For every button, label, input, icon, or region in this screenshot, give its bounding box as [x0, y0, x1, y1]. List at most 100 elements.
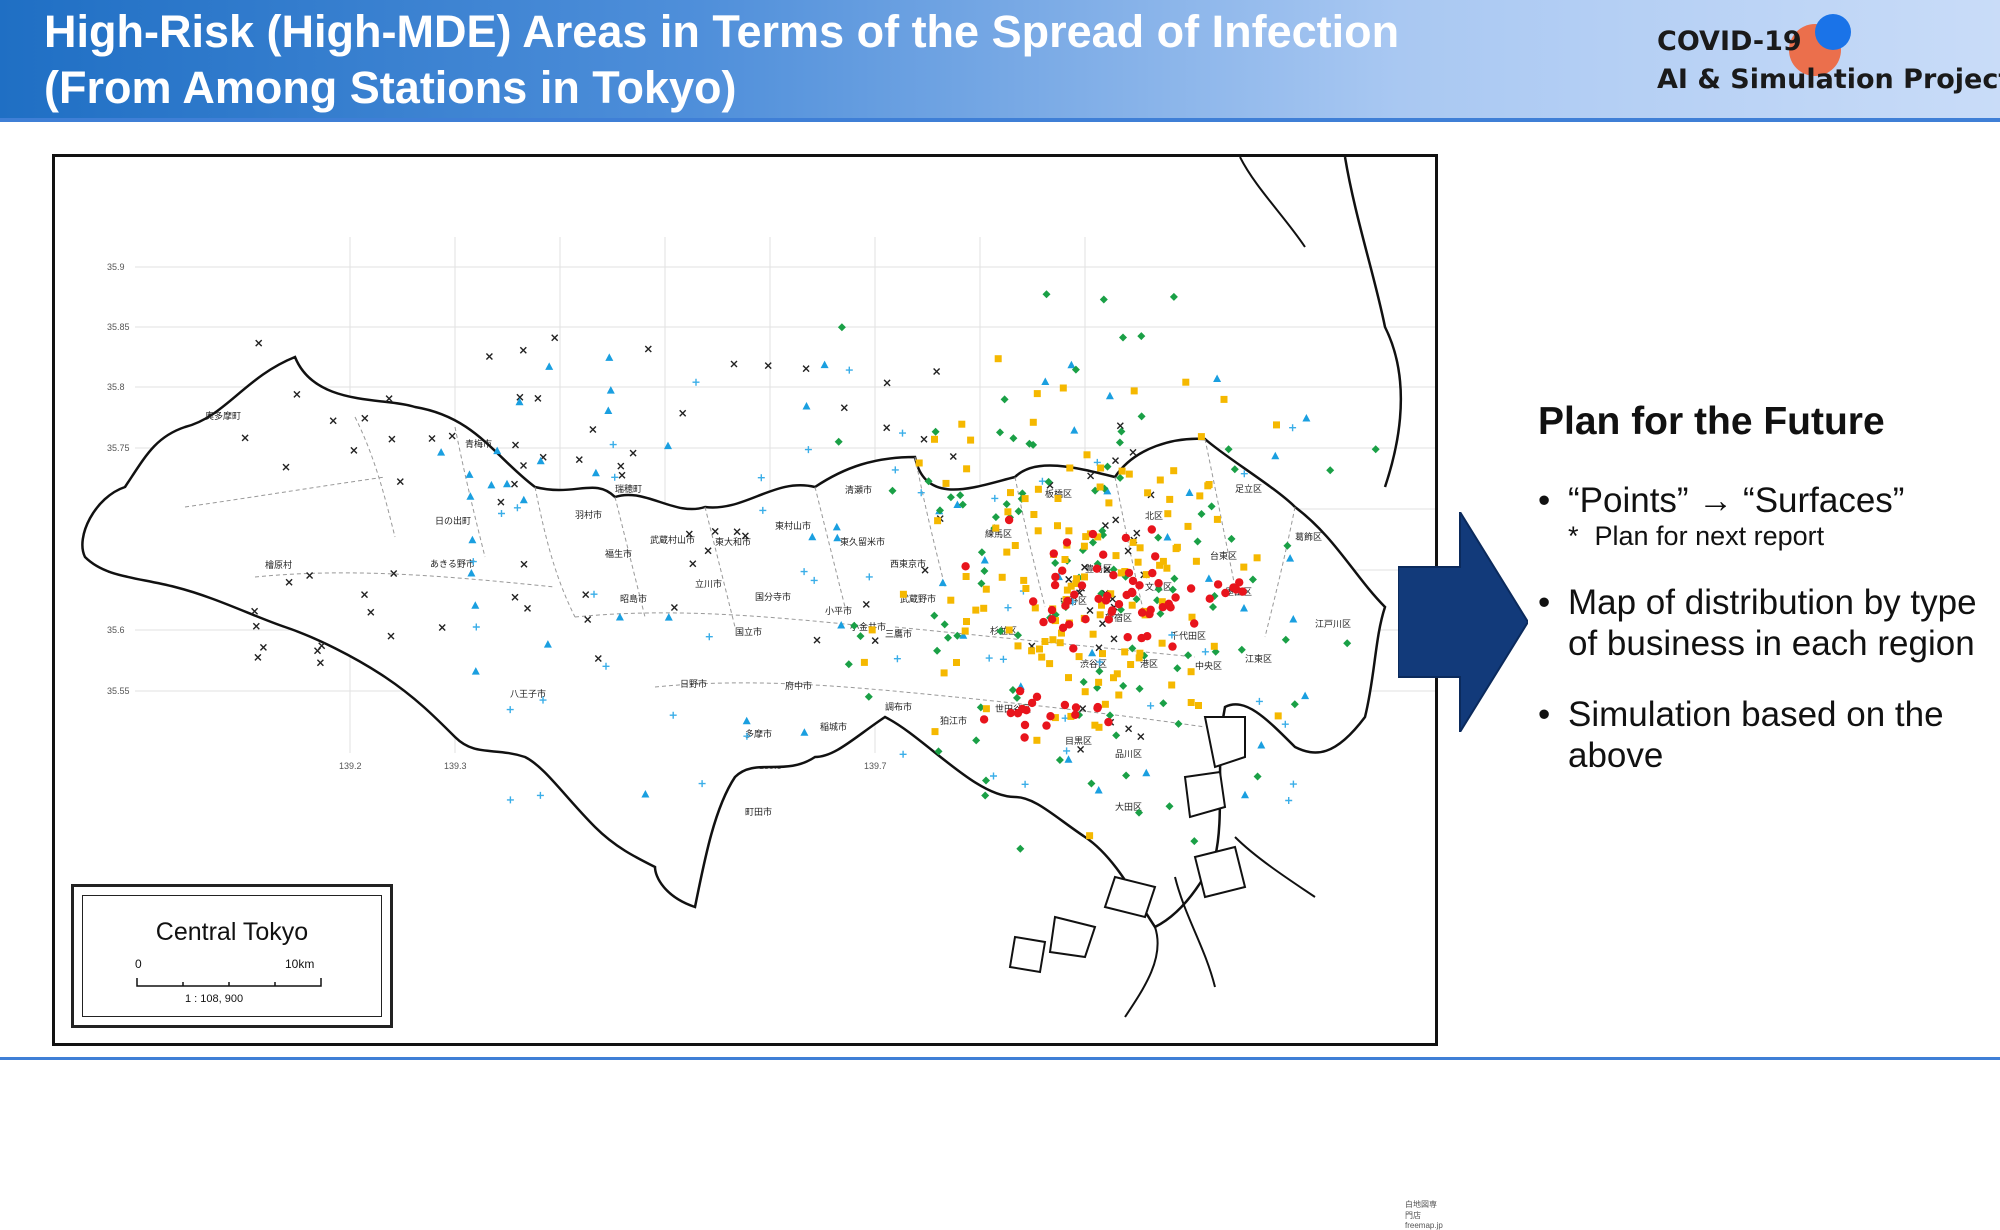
- station-marker-mid: [1103, 462, 1112, 471]
- station-marker-mid-high: [1056, 639, 1064, 647]
- station-marker-high: [1032, 692, 1042, 701]
- station-marker-mid-high: [1135, 654, 1143, 662]
- station-marker-low: [980, 556, 989, 564]
- station-marker-no-data: [689, 560, 697, 568]
- place-label: 奥多摩町: [205, 410, 241, 422]
- place-label: 千代田区: [1170, 631, 1206, 642]
- station-marker-mid-high: [982, 705, 990, 713]
- place-label: 品川区: [1115, 749, 1142, 760]
- station-marker-mid: [1154, 585, 1163, 594]
- plan-item-2: • Map of distribution by type of busines…: [1538, 582, 1978, 664]
- station-marker-high: [1186, 584, 1196, 593]
- municipal-boundaries: [184, 416, 1296, 728]
- station-marker-no-data: [524, 604, 531, 612]
- station-marker-low-plus: [893, 655, 901, 663]
- station-marker-mid-high: [1159, 557, 1167, 565]
- station-marker-no-data: [679, 409, 687, 417]
- station-marker-low-plus: [1038, 477, 1046, 485]
- station-marker-no-data: [764, 362, 772, 370]
- place-label: 武蔵野市: [900, 593, 936, 605]
- station-marker-high: [1137, 608, 1147, 617]
- station-marker-mid: [1169, 292, 1178, 301]
- station-marker-low: [606, 386, 615, 394]
- station-marker-mid: [1326, 466, 1335, 475]
- station-marker-mid: [1000, 395, 1009, 404]
- station-marker-mid: [1283, 541, 1292, 550]
- station-marker-high: [1004, 515, 1014, 525]
- station-marker-low: [837, 621, 846, 629]
- station-marker-low-plus: [991, 494, 999, 502]
- station-marker-no-data: [883, 379, 891, 387]
- station-marker-high: [1006, 708, 1015, 718]
- station-marker-low: [543, 640, 552, 648]
- station-marker-mid: [981, 791, 990, 800]
- station-marker-mid-high: [1273, 421, 1280, 429]
- station-marker-no-data: [1079, 705, 1087, 713]
- station-marker-low: [1240, 604, 1248, 612]
- station-marker-low: [466, 492, 475, 500]
- station-marker-low: [641, 790, 650, 798]
- place-label: 三鷹市: [885, 628, 912, 640]
- station-marker-low-plus: [759, 506, 767, 514]
- place-label: 足立区: [1235, 483, 1262, 495]
- station-marker-mid: [850, 621, 859, 630]
- station-marker-low-plus: [590, 590, 598, 598]
- station-marker-mid-high: [1136, 649, 1144, 657]
- station-marker-low: [487, 480, 496, 489]
- station-marker-mid-high: [1156, 476, 1164, 484]
- station-marker-mid: [1089, 538, 1097, 547]
- station-marker-mid: [1093, 559, 1102, 568]
- station-marker-mid-high: [1274, 712, 1282, 720]
- place-label: 清瀬市: [845, 484, 872, 496]
- station-marker-mid: [1116, 473, 1125, 482]
- station-marker-mid-high: [1096, 483, 1104, 491]
- header-divider: [0, 118, 2000, 122]
- scale-line: [136, 978, 322, 987]
- station-marker-mid-high: [1003, 548, 1011, 556]
- station-marker-low-plus: [705, 633, 713, 641]
- station-marker-low-plus: [845, 366, 853, 374]
- station-marker-high: [1047, 605, 1057, 615]
- station-marker-mid-high: [899, 590, 907, 598]
- station-marker-mid-high: [1118, 467, 1126, 475]
- station-marker-mid-high: [962, 573, 970, 580]
- station-marker-mid: [1135, 808, 1143, 817]
- plan-item-2-text: Map of distribution by type of business …: [1568, 583, 1977, 663]
- station-marker-no-data: [711, 527, 719, 535]
- station-marker-mid-high: [994, 355, 1002, 363]
- station-marker-low: [1142, 768, 1151, 777]
- lon-tick-label: 139.3: [444, 761, 467, 771]
- station-marker-low-plus: [602, 662, 610, 670]
- station-marker-low: [1271, 451, 1280, 460]
- legend-inner-border: Central Tokyo 0 10km 1 : 108, 900: [82, 895, 382, 1017]
- station-marker-low: [1204, 574, 1213, 582]
- station-marker-no-data: [1112, 516, 1120, 524]
- station-marker-mid: [1159, 699, 1168, 708]
- station-marker-mid: [980, 567, 989, 575]
- place-label: 日野市: [680, 678, 707, 690]
- place-label: 青梅市: [465, 438, 492, 450]
- place-label: 港区: [1140, 658, 1158, 670]
- station-marker-no-data: [949, 453, 957, 460]
- station-marker-low-plus: [917, 489, 925, 497]
- station-marker-mid: [1248, 575, 1257, 584]
- station-marker-mid-high: [1144, 489, 1152, 497]
- station-marker-no-data: [1103, 566, 1111, 574]
- station-marker-mid-high: [1213, 515, 1221, 523]
- station-marker-high: [1221, 588, 1230, 598]
- place-label: 府中市: [785, 680, 812, 692]
- station-marker-mid: [1174, 719, 1183, 728]
- station-marker-mid: [1098, 526, 1107, 535]
- station-marker-mid-high: [1182, 378, 1190, 386]
- station-marker-mid-high: [1096, 611, 1104, 619]
- station-marker-no-data: [516, 393, 524, 401]
- station-marker-mid-high: [1059, 384, 1067, 392]
- station-marker-no-data: [730, 360, 738, 368]
- station-marker-mid: [996, 428, 1004, 437]
- station-marker-high: [1235, 578, 1244, 587]
- station-marker-low: [833, 533, 842, 542]
- station-marker-mid: [1137, 412, 1146, 421]
- station-marker-mid-high: [1095, 723, 1103, 731]
- station-marker-high: [1018, 704, 1027, 714]
- station-marker-mid-high: [1128, 601, 1136, 609]
